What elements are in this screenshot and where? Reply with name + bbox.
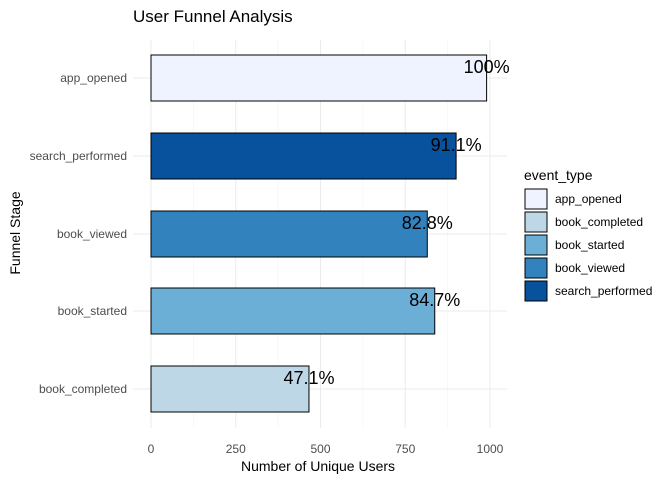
bar-app_opened [150,54,488,102]
legend-swatch [524,280,548,302]
legend-item-label: search_performed [555,284,652,298]
y-tick-label: book_completed [39,382,127,396]
legend-swatch [524,188,548,210]
bar-value-label: 100% [464,57,510,77]
legend-swatch [524,211,548,233]
legend-swatch [524,234,548,256]
legend-item-label: app_opened [555,192,622,206]
bar-labels: 100% 91.1% 82.8% 84.7% 47.1% [283,57,509,388]
bar-book_started [150,287,436,335]
legend-item-label: book_completed [555,215,643,229]
bar-value-label: 47.1% [283,368,334,388]
x-tick-label: 250 [226,442,246,456]
bar-value-label: 84.7% [409,290,460,310]
bar-value-label: 82.8% [402,213,453,233]
x-tick-label: 500 [310,442,330,456]
bar-book_completed [150,365,310,413]
y-tick-label: search_performed [30,149,127,163]
legend-item-label: book_started [555,238,624,252]
legend-item-label: book_viewed [555,261,625,275]
x-tick-label: 750 [395,442,415,456]
chart-title: User Funnel Analysis [133,7,293,26]
x-tick-label: 0 [148,442,155,456]
bars [150,54,488,413]
x-axis-title: Number of Unique Users [241,458,395,474]
y-axis-title: Funnel Stage [7,191,23,274]
x-tick-label: 1000 [477,442,504,456]
bar-search_performed [150,132,457,180]
y-axis-ticks: app_opened search_performed book_viewedboo… [30,71,127,396]
bar-book_viewed [150,210,428,258]
legend-swatch [524,257,548,279]
legend-title: event_type [524,167,593,183]
bar-value-label: 91.1% [431,135,482,155]
y-tick-label: app_opened [60,71,127,85]
y-tick-label: book_started [58,304,127,318]
y-tick-label: book_viewed [57,227,127,241]
x-axis-ticks: 0 250 500 750 1000 [148,442,504,456]
legend: event_type app_opened book_completed book_… [524,167,652,302]
